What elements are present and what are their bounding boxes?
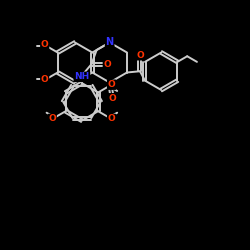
Text: O: O bbox=[108, 94, 116, 103]
Text: O: O bbox=[108, 114, 116, 124]
Text: O: O bbox=[41, 40, 48, 50]
Text: NH: NH bbox=[74, 72, 90, 81]
Text: O: O bbox=[41, 76, 48, 84]
Text: N: N bbox=[106, 38, 114, 48]
Text: O: O bbox=[136, 51, 144, 60]
Text: O: O bbox=[108, 80, 116, 89]
Text: O: O bbox=[104, 60, 111, 68]
Text: O: O bbox=[48, 114, 56, 124]
